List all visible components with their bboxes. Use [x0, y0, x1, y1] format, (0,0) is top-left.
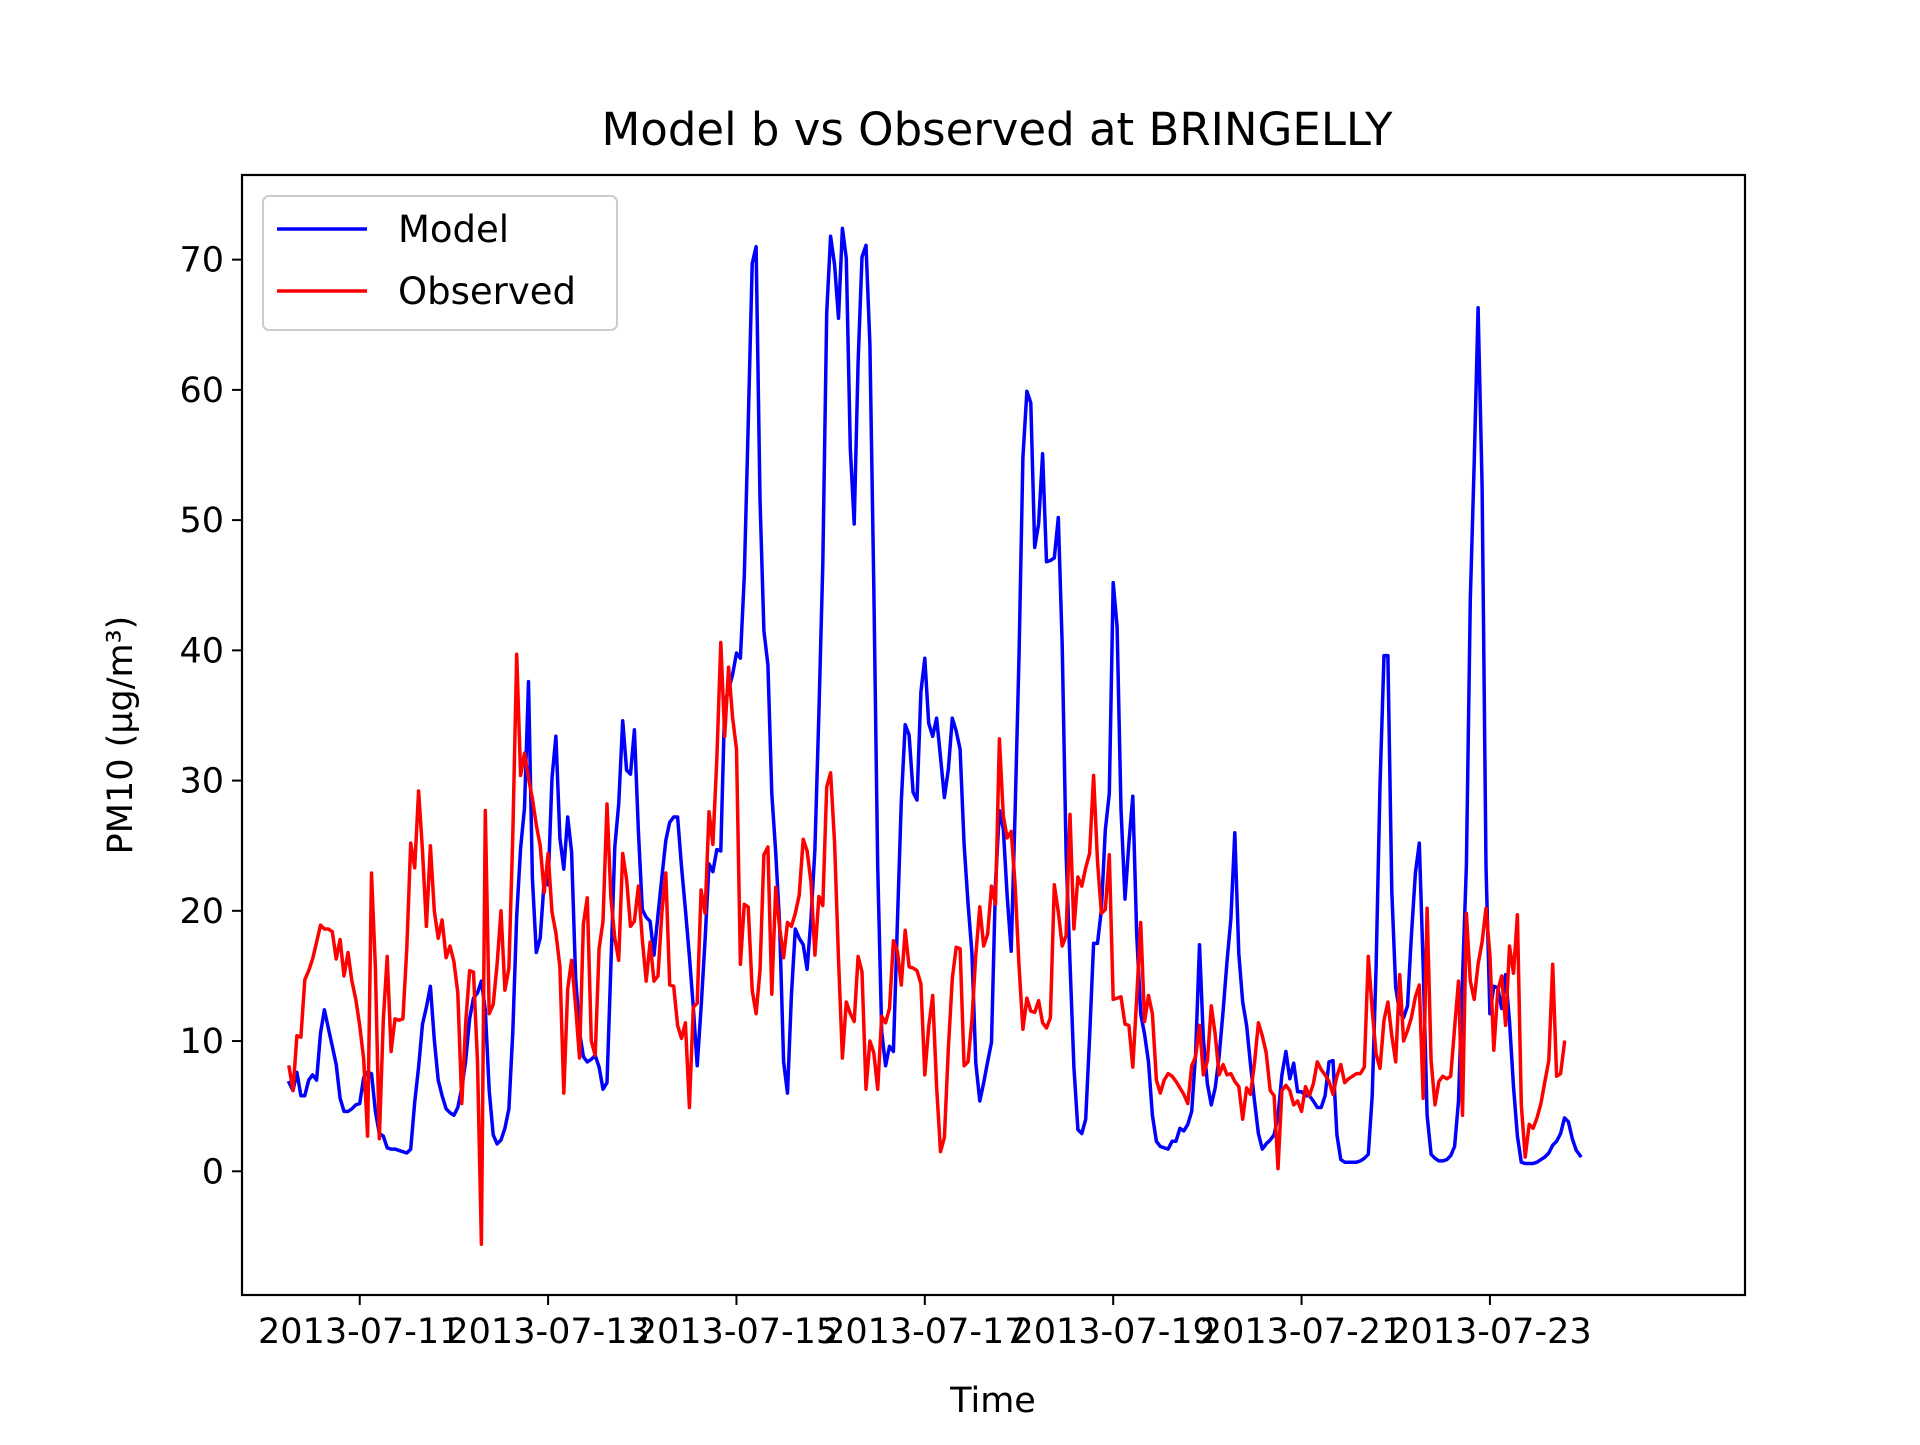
x-tick-label: 2013-07-17 [823, 1312, 1026, 1352]
series-line-model [286, 226, 1583, 1166]
x-tick-label: 2013-07-21 [1200, 1312, 1403, 1352]
y-axis: 0 10 20 30 40 50 60 70 [179, 241, 242, 1192]
y-axis-label: PM10 (µg/m³) [101, 616, 141, 855]
legend: Model Observed [262, 195, 618, 331]
y-tick-label: 60 [179, 371, 224, 411]
y-tick-label: 30 [179, 762, 224, 802]
y-tick-label: 20 [179, 892, 224, 932]
plot-frame [240, 173, 1747, 1297]
series-line-observed [287, 640, 1567, 1246]
y-tick-label: 70 [179, 241, 224, 281]
plot-series [286, 226, 1583, 1246]
x-axis-label: Time [949, 1381, 1036, 1421]
y-tick-label: 50 [179, 501, 224, 541]
legend-label-model: Model [398, 208, 509, 251]
y-tick-label: 40 [179, 631, 224, 671]
x-tick-label: 2013-07-13 [446, 1312, 649, 1352]
x-axis: 2013-07-112013-07-132013-07-152013-07-17… [258, 1295, 1592, 1352]
x-tick-label: 2013-07-19 [1011, 1312, 1214, 1352]
legend-label-observed: Observed [398, 270, 576, 313]
x-tick-label: 2013-07-15 [635, 1312, 838, 1352]
x-tick-label: 2013-07-11 [258, 1312, 461, 1352]
y-tick-label: 10 [179, 1022, 224, 1062]
chart-title: Model b vs Observed at BRINGELLY [601, 103, 1393, 156]
y-tick-label: 0 [202, 1152, 224, 1192]
x-tick-label: 2013-07-23 [1388, 1312, 1591, 1352]
